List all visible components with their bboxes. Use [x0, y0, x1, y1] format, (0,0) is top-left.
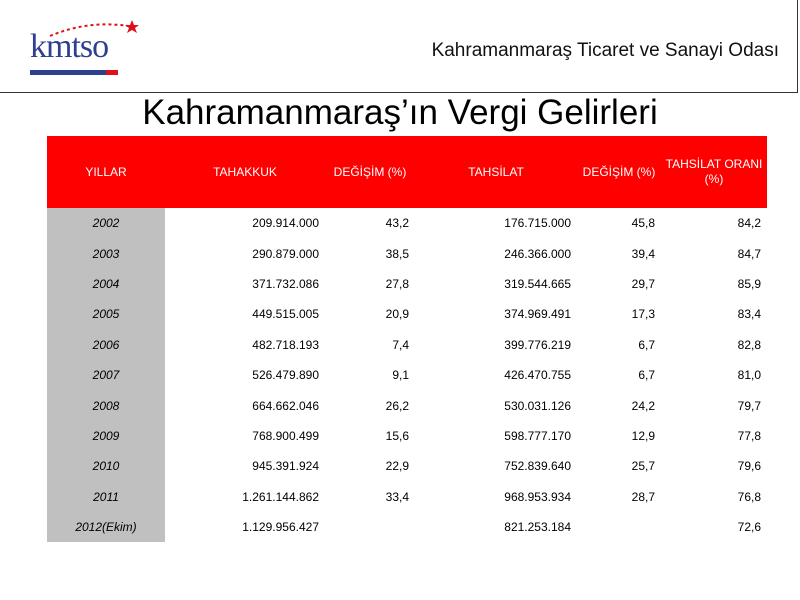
year-cell: 2008 — [47, 390, 165, 421]
collection-rate-cell: 84,2 — [737, 216, 761, 231]
year-cell: 2005 — [47, 299, 165, 330]
column-header-collection-change: DEĞİŞİM (%) — [577, 136, 661, 208]
collection-rate-cell: 82,8 — [737, 337, 761, 352]
table-row: 2006 482.718.193 7,4 399.776.219 6,7 82,8 — [47, 329, 767, 360]
collection-rate-cell: 85,9 — [737, 276, 761, 291]
accrual-cell: 1.261.144.862 — [242, 489, 319, 504]
column-header-collection-rate: TAHSİLAT ORANI (%) — [661, 136, 767, 208]
year-cell: 2002 — [47, 208, 165, 239]
accrual-change-cell: 38,5 — [385, 246, 409, 261]
accrual-cell: 449.515.005 — [252, 307, 319, 322]
year-cell: 2009 — [47, 420, 165, 452]
collection-change-cell: 28,7 — [631, 489, 655, 504]
collection-cell: 598.777.170 — [504, 428, 571, 443]
accrual-change-cell: 9,1 — [392, 368, 409, 383]
collection-cell: 319.544.665 — [504, 276, 571, 291]
collection-change-cell: 25,7 — [631, 459, 655, 474]
collection-change-cell: 29,7 — [631, 276, 655, 291]
accrual-change-cell: 43,2 — [385, 216, 409, 231]
collection-rate-cell: 72,6 — [737, 520, 761, 535]
accrual-cell: 768.900.499 — [252, 428, 319, 443]
logo-text: kmtso — [30, 28, 109, 65]
collection-change-cell: 6,7 — [638, 368, 655, 383]
table-row: 2010 945.391.924 22,9 752.839.640 25,7 79,6 — [47, 451, 767, 482]
collection-rate-cell: 77,8 — [737, 428, 761, 443]
collection-change-cell: 39,4 — [631, 246, 655, 261]
table-row: 2004 371.732.086 27,8 319.544.665 29,7 85,9 — [47, 268, 767, 300]
year-cell: 2011 — [47, 481, 165, 512]
organization-name: Kahramanmaraş Ticaret ve Sanayi Odası — [431, 40, 779, 61]
accrual-cell: 1.129.956.427 — [242, 520, 319, 535]
accrual-cell: 290.879.000 — [252, 246, 319, 261]
accrual-cell: 482.718.193 — [252, 337, 319, 352]
table-row: 2007 526.479.890 9,1 426.470.755 6,7 81,0 — [47, 359, 767, 391]
tax-revenue-table: YILLAR TAHAKKUK DEĞİŞİM (%) TAHSİLAT DEĞ… — [47, 136, 767, 543]
accrual-cell: 209.914.000 — [252, 216, 319, 231]
collection-cell: 426.470.755 — [504, 368, 571, 383]
accrual-change-cell: 26,2 — [385, 398, 409, 413]
collection-rate-cell: 84,7 — [737, 246, 761, 261]
accrual-cell: 664.662.046 — [252, 398, 319, 413]
collection-change-cell: 45,8 — [631, 216, 655, 231]
logo-underline-accent — [106, 70, 118, 75]
page-title: Kahramanmaraş’ın Vergi Gelirleri — [142, 93, 658, 132]
kmtso-logo: kmtso — [28, 18, 139, 78]
accrual-change-cell: 15,6 — [385, 428, 409, 443]
accrual-change-cell: 22,9 — [385, 459, 409, 474]
column-header-accrual-change: DEĞİŞİM (%) — [325, 136, 415, 208]
table-row: 2011 1.261.144.862 33,4 968.953.934 28,7 76,8 — [47, 481, 767, 512]
collection-rate-cell: 79,6 — [737, 459, 761, 474]
year-cell: 2006 — [47, 329, 165, 360]
collection-cell: 821.253.184 — [504, 520, 571, 535]
accrual-cell: 526.479.890 — [252, 368, 319, 383]
table-row: 2008 664.662.046 26,2 530.031.126 24,2 79,7 — [47, 390, 767, 421]
collection-rate-cell: 83,4 — [737, 307, 761, 322]
accrual-cell: 371.732.086 — [252, 276, 319, 291]
accrual-cell: 945.391.924 — [252, 459, 319, 474]
star-swoosh-icon — [49, 20, 139, 37]
collection-cell: 752.839.640 — [504, 459, 571, 474]
collection-cell: 246.366.000 — [504, 246, 571, 261]
table-row: 2012(Ekim) 1.129.956.427 821.253.184 72,6 — [47, 511, 767, 543]
table-header-row: YILLAR TAHAKKUK DEĞİŞİM (%) TAHSİLAT DEĞ… — [47, 136, 767, 208]
collection-rate-cell: 76,8 — [737, 489, 761, 504]
collection-rate-cell: 81,0 — [737, 368, 761, 383]
year-cell: 2012(Ekim) — [47, 511, 165, 543]
collection-cell: 176.715.000 — [504, 216, 571, 231]
year-cell: 2010 — [47, 451, 165, 482]
collection-change-cell: 17,3 — [631, 307, 655, 322]
year-cell: 2007 — [47, 359, 165, 391]
accrual-change-cell: 33,4 — [385, 489, 409, 504]
collection-cell: 399.776.219 — [504, 337, 571, 352]
table-row: 2003 290.879.000 38,5 246.366.000 39,4 84,7 — [47, 238, 767, 269]
year-cell: 2003 — [47, 238, 165, 269]
column-header-accrual: TAHAKKUK — [165, 136, 325, 208]
collection-change-cell: 24,2 — [631, 398, 655, 413]
column-header-collection: TAHSİLAT — [415, 136, 577, 208]
collection-rate-cell: 79,7 — [737, 398, 761, 413]
collection-change-cell — [577, 512, 661, 542]
collection-cell: 374.969.491 — [504, 307, 571, 322]
year-cell: 2004 — [47, 268, 165, 300]
collection-change-cell: 12,9 — [631, 428, 655, 443]
table-row: 2005 449.515.005 20,9 374.969.491 17,3 83,4 — [47, 299, 767, 330]
collection-change-cell: 6,7 — [638, 337, 655, 352]
accrual-change-cell: 20,9 — [385, 307, 409, 322]
header: kmtso Kahramanmaraş Ticaret ve Sanayi Od… — [0, 0, 798, 93]
table-row: 2002 209.914.000 43,2 176.715.000 45,8 84,2 — [47, 208, 767, 239]
logo-underline — [30, 70, 112, 75]
collection-cell: 530.031.126 — [504, 398, 571, 413]
column-header-years: YILLAR — [47, 136, 165, 208]
table-row: 2009 768.900.499 15,6 598.777.170 12,9 77,8 — [47, 420, 767, 452]
accrual-change-cell: 7,4 — [392, 337, 409, 352]
accrual-change-cell: 27,8 — [385, 276, 409, 291]
accrual-change-cell — [325, 512, 415, 542]
collection-cell: 968.953.934 — [504, 489, 571, 504]
